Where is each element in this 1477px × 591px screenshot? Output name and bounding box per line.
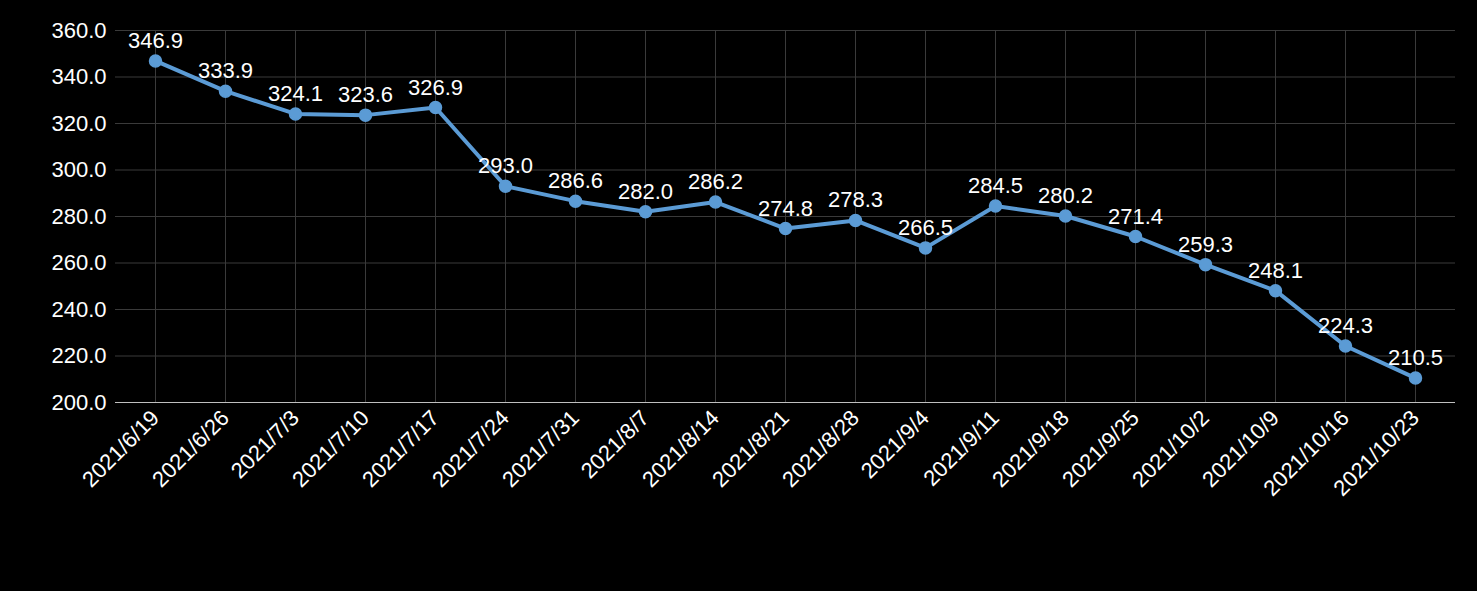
svg-text:2021/10/23: 2021/10/23 — [1328, 405, 1424, 501]
svg-text:323.6: 323.6 — [338, 82, 393, 107]
svg-text:220.0: 220.0 — [51, 343, 106, 368]
svg-text:2021/7/24: 2021/7/24 — [427, 405, 514, 493]
svg-text:259.3: 259.3 — [1178, 232, 1233, 257]
svg-text:240.0: 240.0 — [51, 297, 106, 322]
svg-text:360.0: 360.0 — [51, 18, 106, 43]
svg-text:333.9: 333.9 — [198, 58, 253, 83]
svg-text:282.0: 282.0 — [618, 179, 673, 204]
svg-text:2021/8/14: 2021/8/14 — [637, 405, 724, 493]
svg-text:2021/10/16: 2021/10/16 — [1258, 405, 1354, 501]
svg-text:280.2: 280.2 — [1038, 183, 1093, 208]
svg-text:2021/10/2: 2021/10/2 — [1127, 405, 1214, 493]
svg-text:2021/8/7: 2021/8/7 — [575, 405, 654, 484]
svg-text:2021/9/25: 2021/9/25 — [1057, 405, 1144, 493]
svg-text:278.3: 278.3 — [828, 187, 883, 212]
svg-text:346.9: 346.9 — [128, 28, 183, 53]
svg-text:286.2: 286.2 — [688, 169, 743, 194]
svg-text:2021/7/17: 2021/7/17 — [357, 405, 444, 493]
svg-text:2021/7/31: 2021/7/31 — [497, 405, 584, 492]
svg-text:274.8: 274.8 — [758, 196, 813, 221]
svg-text:2021/9/18: 2021/9/18 — [987, 405, 1074, 493]
svg-text:2021/6/26: 2021/6/26 — [147, 405, 234, 492]
svg-text:326.9: 326.9 — [408, 74, 463, 99]
svg-text:2021/7/10: 2021/7/10 — [287, 405, 374, 493]
svg-text:280.0: 280.0 — [51, 204, 106, 229]
svg-text:293.0: 293.0 — [478, 153, 533, 178]
svg-text:200.0: 200.0 — [51, 390, 106, 415]
svg-text:2021/7/3: 2021/7/3 — [225, 405, 304, 484]
svg-text:300.0: 300.0 — [51, 157, 106, 182]
svg-text:286.6: 286.6 — [548, 168, 603, 193]
svg-text:2021/9/4: 2021/9/4 — [855, 405, 934, 484]
svg-text:324.1: 324.1 — [268, 81, 323, 106]
svg-text:2021/10/9: 2021/10/9 — [1197, 405, 1284, 493]
svg-text:224.3: 224.3 — [1318, 313, 1373, 338]
svg-text:248.1: 248.1 — [1248, 258, 1303, 283]
svg-text:210.5: 210.5 — [1388, 345, 1443, 370]
svg-text:284.5: 284.5 — [968, 173, 1023, 198]
svg-text:340.0: 340.0 — [51, 64, 106, 89]
svg-text:2021/8/21: 2021/8/21 — [707, 405, 794, 493]
svg-text:260.0: 260.0 — [51, 250, 106, 275]
svg-text:2021/8/28: 2021/8/28 — [777, 405, 864, 492]
svg-text:271.4: 271.4 — [1108, 204, 1163, 229]
svg-text:266.5: 266.5 — [898, 215, 953, 240]
svg-text:2021/6/19: 2021/6/19 — [77, 405, 164, 493]
svg-text:2021/9/11: 2021/9/11 — [918, 405, 1004, 491]
svg-text:320.0: 320.0 — [51, 111, 106, 136]
